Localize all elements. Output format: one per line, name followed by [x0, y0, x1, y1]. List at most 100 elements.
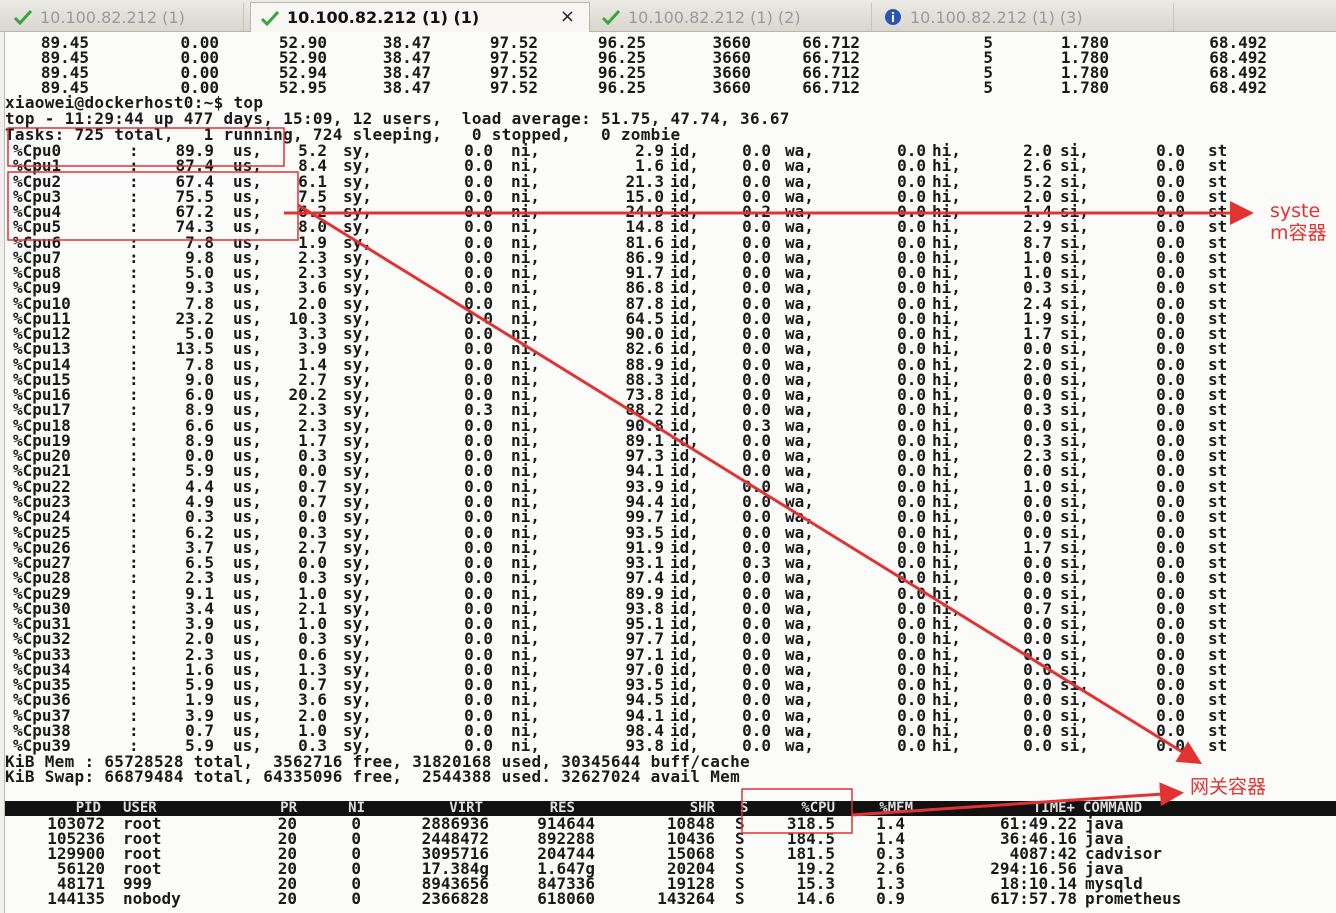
- cpu-value: :: [129, 583, 139, 603]
- process-cell: 0: [351, 859, 361, 878]
- cpu-value: :: [129, 156, 139, 176]
- process-cell: root: [123, 814, 162, 833]
- cpu-value: 0.0: [464, 141, 493, 160]
- process-cell: 0.3: [876, 844, 905, 863]
- cpu-value: 7.5: [298, 186, 327, 206]
- process-row[interactable]: 48171 999 20 0 8943656 847336 19128 S 15.3 1.3 18:…: [5, 874, 1336, 893]
- output-value: 38.47: [382, 63, 431, 82]
- process-row[interactable]: 105236 root 20 0 2448472 892288 10436 S 184.5 1.4…: [5, 829, 1336, 848]
- process-cell: 20: [277, 859, 297, 878]
- cpu-value: :: [129, 705, 139, 725]
- process-row[interactable]: 56120 root 20 0 17.384g 1.647g 20204 S 19.2 2.6 29…: [5, 859, 1336, 878]
- process-cell: 181.5: [786, 844, 835, 863]
- output-value: 52.90: [278, 33, 327, 52]
- cpu-value: :: [129, 446, 139, 466]
- cpu-value: 0.0: [742, 171, 771, 191]
- cpu-value: hi,: [932, 736, 961, 756]
- process-cell: 20204: [666, 859, 715, 878]
- cpu-label: %Cpu31: [13, 614, 71, 634]
- cpu-value: st: [1208, 430, 1228, 450]
- cpu-label: %Cpu8: [13, 263, 62, 283]
- cpu-value: 0.0: [464, 171, 493, 191]
- output-value: 89.45: [40, 33, 89, 52]
- cpu-value: 23.2: [175, 308, 214, 328]
- process-cell: 20: [277, 889, 297, 908]
- output-value: 0.00: [180, 33, 219, 52]
- cpu-value: 0.0: [1156, 156, 1185, 176]
- cpu-value: 0.7: [185, 720, 214, 740]
- cpu-value: :: [129, 629, 139, 649]
- cpu-value: 6.6: [185, 415, 214, 435]
- process-cell: 1.3: [876, 874, 905, 893]
- cpu-value: st: [1208, 614, 1228, 634]
- process-cell: 105236: [47, 829, 105, 848]
- cpu-value: 6.5: [185, 553, 214, 573]
- cpu-value: 2.0: [1023, 186, 1052, 206]
- tab-4[interactable]: 10.100.82.212 (1) (3): [874, 3, 1174, 31]
- process-cell: prometheus: [1085, 889, 1182, 908]
- output-value: 96.25: [597, 78, 646, 97]
- cpu-value: wa,: [785, 141, 814, 160]
- cpu-value: 93.8: [625, 736, 664, 756]
- process-cell: 10848: [666, 814, 715, 833]
- output-value: 66.712: [802, 48, 860, 67]
- cpu-value: :: [129, 247, 139, 267]
- process-cell: 618060: [537, 889, 595, 908]
- cpu-value: :: [129, 339, 139, 359]
- cpu-value: st: [1208, 720, 1228, 740]
- cpu-value: 5.9: [185, 736, 214, 756]
- output-value: 97.52: [489, 48, 538, 67]
- close-icon[interactable]: ×: [559, 6, 575, 27]
- cpu-value: ni,: [511, 171, 540, 191]
- cpu-value: us,: [233, 507, 262, 527]
- process-cell: 1.4: [876, 814, 905, 833]
- cpu-value: st: [1208, 629, 1228, 649]
- cpu-value: :: [129, 278, 139, 298]
- cpu-label: %Cpu10: [13, 293, 71, 313]
- cpu-value: st: [1208, 217, 1228, 237]
- process-cell: 17.384g: [421, 859, 489, 878]
- tab-2[interactable]: 10.100.82.212 (1) (1) ×: [250, 2, 590, 32]
- cpu-value: 0.0: [742, 507, 771, 527]
- cpu-value: :: [129, 293, 139, 313]
- cpu-value: :: [129, 263, 139, 283]
- cpu-value: 2.3: [185, 568, 214, 588]
- cpu-value: 0.0: [742, 141, 771, 160]
- process-cell: java: [1085, 859, 1124, 878]
- tab-3[interactable]: 10.100.82.212 (1) (2): [592, 3, 872, 31]
- cpu-value: 3.9: [185, 705, 214, 725]
- cpu-value: 0.0: [897, 736, 926, 756]
- cpu-label: %Cpu12: [13, 324, 71, 344]
- cpu-value: 6.2: [185, 522, 214, 542]
- tab-1[interactable]: 10.100.82.212 (1): [4, 3, 244, 31]
- cpu-value: st: [1208, 537, 1228, 557]
- cpu-value: 3.7: [185, 537, 214, 557]
- cpu-value: :: [129, 614, 139, 634]
- terminal-area[interactable]: 89.45 0.00 52.90 38.47 97.52 96.25 3660 66.712 5…: [4, 32, 1336, 913]
- process-cell: 0: [351, 814, 361, 833]
- cpu-value: us,: [233, 278, 262, 298]
- cpu-label: %Cpu38: [13, 720, 71, 740]
- cpu-value: 9.0: [185, 369, 214, 389]
- column-header: PID: [75, 800, 101, 816]
- process-cell: 0: [351, 874, 361, 893]
- cpu-value: 1.6: [635, 156, 664, 176]
- cpu-value: 0.0: [742, 736, 771, 756]
- process-row[interactable]: 129900 root 20 0 3095716 204744 15068 S 181.5 0.3…: [5, 844, 1336, 863]
- output-value: 97.52: [489, 33, 538, 52]
- cpu-value: st: [1208, 354, 1228, 374]
- cpu-value: 15.0: [625, 186, 664, 206]
- cpu-value: st: [1208, 400, 1228, 420]
- cpu-label: %Cpu13: [13, 339, 71, 359]
- cpu-value: 13.5: [175, 339, 214, 359]
- cpu-value: st: [1208, 415, 1228, 435]
- process-row[interactable]: 144135 nobody 20 0 2366828 618060 143264 S 14.6 0…: [5, 889, 1336, 908]
- output-value: 3660: [712, 63, 751, 82]
- cpu-value: ni,: [511, 156, 540, 176]
- cpu-value: us,: [233, 522, 262, 542]
- check-icon: [12, 7, 34, 27]
- cpu-value: :: [129, 568, 139, 588]
- cpu-label: %Cpu37: [13, 705, 71, 725]
- process-cell: 184.5: [786, 829, 835, 848]
- process-cell: 18:10.14: [999, 874, 1077, 893]
